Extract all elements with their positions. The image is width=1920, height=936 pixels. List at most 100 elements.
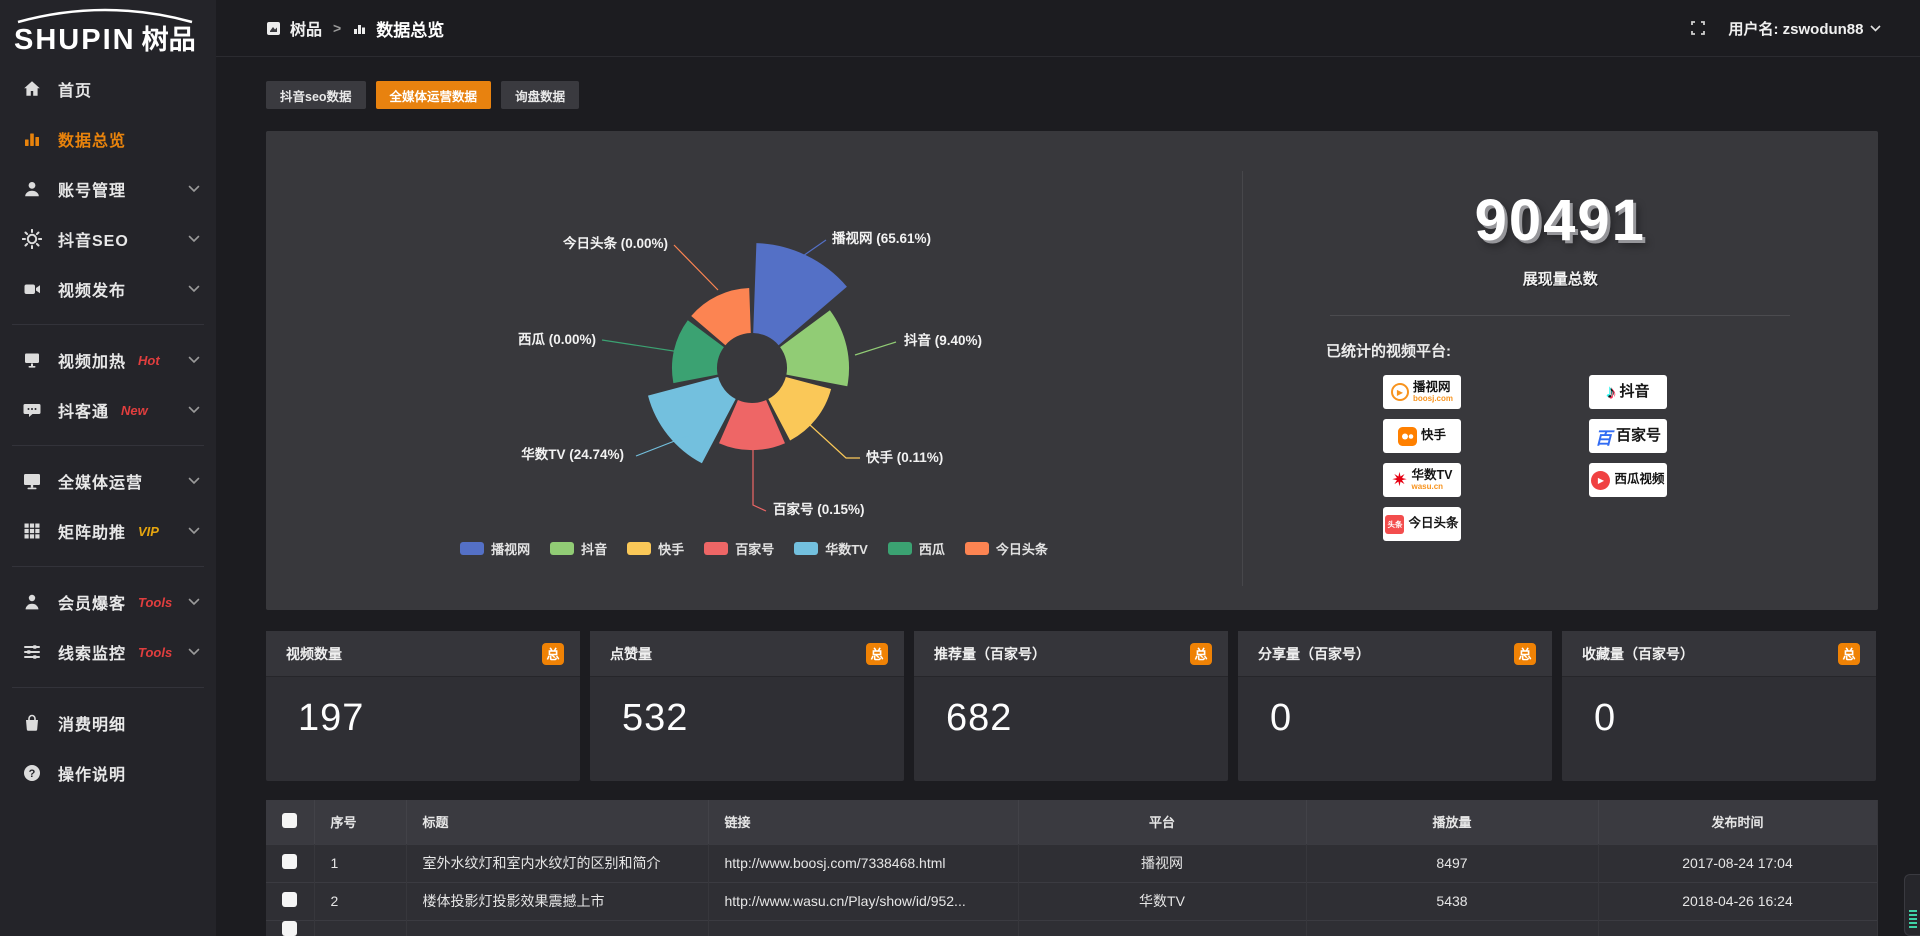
sidebar-item-badge: Hot <box>138 352 160 368</box>
row-checkbox-cell <box>266 881 315 920</box>
tab-omni-media-data[interactable]: 全媒体运营数据 <box>375 81 492 109</box>
sidebar-divider <box>12 445 204 446</box>
legend-label: 抖音 <box>581 542 608 557</box>
row-platform: 华数TV <box>1018 881 1307 920</box>
rose-slice-华数TV[interactable] <box>648 377 736 464</box>
slice-label: 今日头条 (0.00%) <box>563 235 668 251</box>
sidebar-item-clue-monitor[interactable]: 线索监控 Tools <box>0 627 216 677</box>
tab-inquiry-data[interactable]: 询盘数据 <box>501 81 580 109</box>
overview-chart-icon <box>352 21 367 36</box>
legend-marker <box>794 542 819 555</box>
sidebar-item-member-baoke[interactable]: 会员爆客 Tools <box>0 577 216 627</box>
rose-slice-百家号[interactable] <box>719 400 785 451</box>
rose-slice-抖音[interactable] <box>780 310 850 387</box>
breadcrumb-root[interactable]: 树品 <box>290 22 323 39</box>
user-menu[interactable]: 用户名: zswodun88 <box>1728 18 1881 39</box>
sidebar-divider <box>12 324 204 325</box>
sidebar-item-consume-detail[interactable]: 消费明细 <box>0 698 216 748</box>
floating-widget[interactable] <box>1904 874 1920 936</box>
rose-slice-快手[interactable] <box>768 377 832 441</box>
legend-item-播视网[interactable]: 播视网 <box>460 539 530 558</box>
sidebar-item-home[interactable]: 首页 <box>0 64 216 114</box>
legend-item-华数TV[interactable]: 华数TV <box>794 539 868 558</box>
stat-card-value: 682 <box>946 697 1013 739</box>
legend-item-抖音[interactable]: 抖音 <box>550 539 607 558</box>
sidebar-item-label: 账号管理 <box>58 183 127 200</box>
chevron-down-icon <box>188 230 200 248</box>
legend-item-西瓜[interactable]: 西瓜 <box>887 539 945 558</box>
row-url-link[interactable]: http://www.wasu.cn/Play/show/id/952... <box>708 881 1019 920</box>
sidebar-item-video-publish[interactable]: 视频发布 <box>0 264 216 314</box>
chevron-down-icon <box>188 643 200 661</box>
sidebar-item-video-heating[interactable]: 视频加热 Hot <box>0 335 216 385</box>
total-badge[interactable]: 总 <box>542 642 564 665</box>
table-row: 1 室外水纹灯和室内水纹灯的区别和简介 http://www.boosj.com/7… <box>266 843 1878 882</box>
fullscreen-icon[interactable] <box>1690 20 1706 36</box>
video-camera-icon <box>22 279 42 299</box>
user-label: 用户名: zswodun88 <box>1728 20 1864 38</box>
douyin-note-icon: ♪ <box>1606 381 1616 402</box>
platform-share-rose-chart[interactable]: 播视网 (65.61%) 抖音 (9.40%) 快手 (0.11%) 百家号 (0.1… <box>266 131 1242 531</box>
row-platform: 播视网 <box>1018 843 1307 882</box>
user-area: 用户名: zswodun88 <box>1690 18 1881 39</box>
rose-slice-播视网[interactable] <box>753 243 847 346</box>
person-icon <box>22 592 42 612</box>
platform-logo-baijiahao: 百百家号 <box>1589 419 1667 453</box>
row-checkbox[interactable] <box>282 892 298 907</box>
row-checkbox[interactable] <box>282 920 298 936</box>
tab-douyin-seo-data[interactable]: 抖音seo数据 <box>266 81 366 109</box>
stat-card-title: 推荐量（百家号） <box>934 645 1046 662</box>
row-checkbox[interactable] <box>282 854 298 869</box>
col-header-2: 标题 <box>406 800 709 844</box>
stat-card-value: 197 <box>298 697 365 739</box>
col-header-5: 播放量 <box>1306 800 1599 844</box>
platform-logo-label: 西瓜视频 <box>1614 472 1665 487</box>
sidebar-item-operation-guide[interactable]: ? 操作说明 <box>0 748 216 798</box>
stat-card-header: 点赞量 总 <box>590 631 904 677</box>
total-badge[interactable]: 总 <box>1514 642 1536 665</box>
label-line <box>752 450 767 512</box>
total-badge[interactable]: 总 <box>1838 642 1860 665</box>
platform-logo-boosj: ▶ 播视网 boosj.com <box>1383 375 1461 409</box>
platform-logo-toutiao: 头条 今日头条 <box>1383 507 1461 541</box>
row-url-link[interactable]: http://www.boosj.com/7338468.html <box>708 843 1019 882</box>
help-circle-icon: ? <box>22 763 42 783</box>
sidebar-item-douyin-seo[interactable]: 抖音SEO <box>0 214 216 264</box>
stat-card-4: 收藏量（百家号） 总 0 <box>1562 631 1876 781</box>
row-title-link[interactable]: 楼体投影灯投影效果震撼上市 <box>406 881 709 920</box>
chevron-down-icon <box>188 351 200 369</box>
legend-item-百家号[interactable]: 百家号 <box>704 539 774 558</box>
data-tabs: 抖音seo数据 全媒体运营数据 询盘数据 <box>266 81 1878 109</box>
sidebar-item-omni-media[interactable]: 全媒体运营 <box>0 456 216 506</box>
svg-text:?: ? <box>29 768 36 780</box>
wasu-burst-icon: ✷ <box>1391 469 1408 491</box>
select-all-checkbox[interactable] <box>282 812 298 828</box>
sidebar-item-matrix-boost[interactable]: 矩阵助推 VIP <box>0 506 216 556</box>
sidebar-item-data-overview[interactable]: 数据总览 <box>0 114 216 164</box>
sidebar-item-douketong[interactable]: 抖客通 New <box>0 385 216 435</box>
platform-logo-sub: wasu.cn <box>1411 482 1444 492</box>
stat-card-header: 分享量（百家号） 总 <box>1238 631 1552 677</box>
total-badge[interactable]: 总 <box>866 642 888 665</box>
brand-logo: SHUPIN 树品 <box>0 0 216 60</box>
panel-divider <box>1242 171 1243 586</box>
rose-slice-今日头条[interactable] <box>691 288 751 346</box>
stat-card-value: 532 <box>622 697 689 739</box>
row-title-link[interactable]: 室外水纹灯和室内水纹灯的区别和简介 <box>406 843 709 882</box>
brand-latin: SHUPIN <box>14 24 136 56</box>
breadcrumb-separator: > <box>333 20 342 36</box>
total-badge[interactable]: 总 <box>1190 642 1212 665</box>
overview-panel: 播视网 (65.61%) 抖音 (9.40%) 快手 (0.11%) 百家号 (0.1… <box>266 131 1878 610</box>
rose-slice-西瓜[interactable] <box>671 320 724 384</box>
col-header-3: 链接 <box>708 800 1019 844</box>
sidebar-item-label: 数据总览 <box>58 133 127 150</box>
sidebar-item-account-management[interactable]: 账号管理 <box>0 164 216 214</box>
stat-card-2: 推荐量（百家号） 总 682 <box>914 631 1228 781</box>
row-time: 2017-08-24 17:04 <box>1598 843 1878 882</box>
legend-item-快手[interactable]: 快手 <box>627 539 684 558</box>
legend-item-今日头条[interactable]: 今日头条 <box>964 539 1048 558</box>
chevron-down-icon <box>188 522 200 540</box>
chat-bubble-icon <box>22 400 42 420</box>
stat-card-0: 视频数量 总 197 <box>266 631 580 781</box>
sidebar-item-badge: Tools <box>138 594 173 610</box>
